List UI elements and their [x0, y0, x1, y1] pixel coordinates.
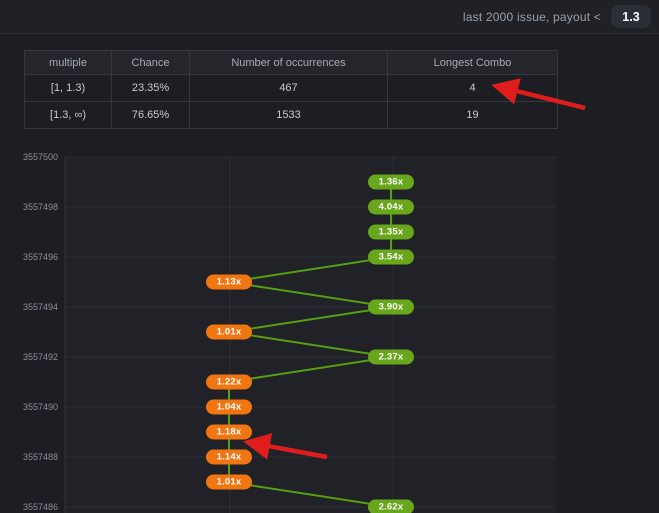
- multiplier-badge: 1.01x: [206, 474, 252, 490]
- y-axis-tick-label: 3557500: [22, 152, 58, 162]
- table-cell: 23.35%: [111, 74, 190, 102]
- multiplier-badge: 1.22x: [206, 374, 252, 390]
- multiplier-badge: 2.62x: [368, 499, 414, 513]
- multiplier-badge: 1.35x: [368, 224, 414, 240]
- table-header-cell: multiple: [24, 50, 112, 75]
- y-axis-tick-label: 3557498: [22, 202, 58, 212]
- multiplier-badge: 1.18x: [206, 424, 252, 440]
- y-axis-tick-label: 3557486: [22, 502, 58, 512]
- stats-table-header: multiple Chance Number of occurrences Longe…: [24, 50, 558, 75]
- table-row: [1.3, ∞) 76.65% 1533 19: [24, 101, 558, 129]
- multiplier-badge: 1.01x: [206, 324, 252, 340]
- multiplier-badge: 1.36x: [368, 174, 414, 190]
- multiplier-badge: 2.37x: [368, 349, 414, 365]
- table-header-cell: Longest Combo: [387, 50, 558, 75]
- stats-table: multiple Chance Number of occurrences Longe…: [24, 50, 558, 129]
- multiplier-badge: 3.54x: [368, 249, 414, 265]
- topbar: last 2000 issue, payout < 1.3: [0, 0, 659, 34]
- multiplier-badge: 1.13x: [206, 274, 252, 290]
- table-cell: 1533: [189, 101, 388, 129]
- payout-filter-label: last 2000 issue, payout <: [462, 9, 601, 24]
- multiplier-badge: 4.04x: [368, 199, 414, 215]
- multiplier-badge: 1.04x: [206, 399, 252, 415]
- table-cell: 467: [189, 74, 388, 102]
- y-axis-tick-label: 3557494: [22, 302, 58, 312]
- table-row: [1, 1.3) 23.35% 467 4: [24, 74, 558, 102]
- multiplier-badge: 3.90x: [368, 299, 414, 315]
- multiplier-badge: 1.14x: [206, 449, 252, 465]
- table-cell: [1.3, ∞): [24, 101, 112, 129]
- table-header-cell: Chance: [111, 50, 190, 75]
- y-axis-tick-label: 3557488: [22, 452, 58, 462]
- y-axis-tick-label: 3557496: [22, 252, 58, 262]
- table-cell: 76.65%: [111, 101, 190, 129]
- payout-threshold-value[interactable]: 1.3: [611, 5, 651, 28]
- plot-area: [65, 157, 556, 513]
- y-axis-tick-label: 3557490: [22, 402, 58, 412]
- y-axis-tick-label: 3557492: [22, 352, 58, 362]
